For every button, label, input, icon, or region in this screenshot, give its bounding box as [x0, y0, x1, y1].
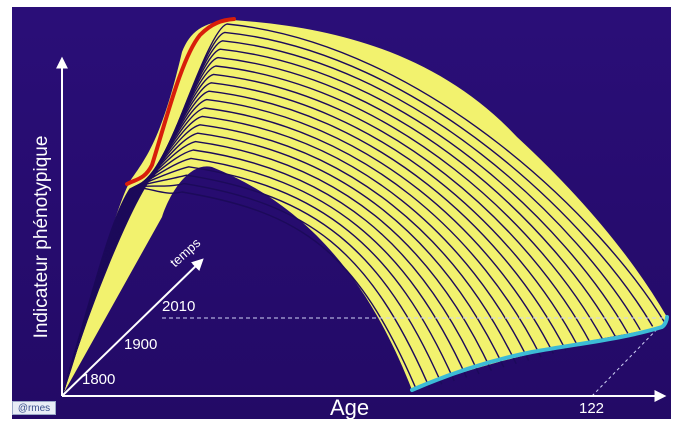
lifespan-diagram	[12, 7, 671, 419]
cohort-curve	[61, 23, 666, 397]
x-axis-label: Age	[330, 395, 370, 419]
dashed-guide-122	[591, 321, 665, 397]
year-1800-label: 1800	[82, 371, 116, 388]
logo: @rmes	[12, 401, 56, 415]
year-1900-label: 1900	[124, 336, 158, 353]
death-trend-line	[410, 315, 669, 392]
year-2010-label: 2010	[162, 298, 196, 315]
y-axis-label: Indicateur phénotypique	[31, 135, 52, 339]
diagram-panel: Indicateur phénotypique Age 122 1800 190…	[12, 7, 671, 419]
max-trend-line	[125, 17, 236, 186]
time-axis	[61, 258, 204, 397]
x-max-label: 122	[579, 400, 605, 417]
cohort-curves	[61, 23, 666, 397]
